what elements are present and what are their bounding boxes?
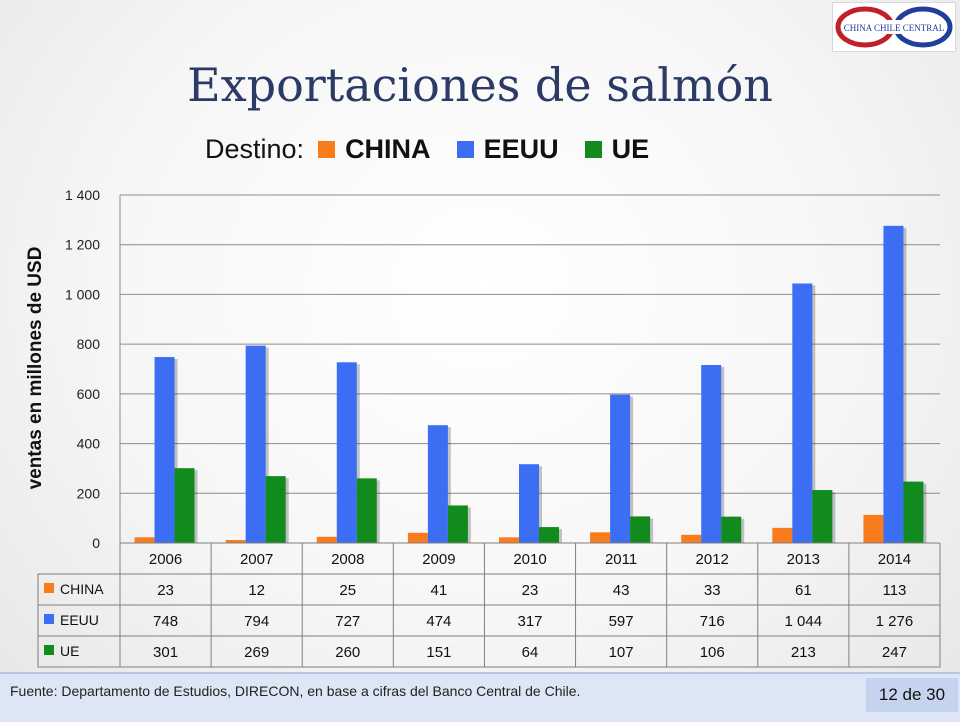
china-chile-central-logo: CHINA CHILE CENTRAL: [832, 2, 956, 52]
x-tick-label: 2012: [696, 551, 729, 568]
bar-ue-2011: [630, 516, 651, 543]
slide-title: Exportaciones de salmón: [187, 58, 773, 112]
bar-ue-2009: [447, 505, 468, 543]
x-tick-label: 2006: [149, 551, 182, 568]
legend-title: Destino:: [205, 134, 305, 164]
table-cell-value: 107: [609, 644, 634, 661]
bar-eeuu-2009: [427, 425, 448, 543]
table-cell-value: 61: [795, 582, 812, 599]
table-cell-value: 260: [335, 644, 360, 661]
bar-eeuu-2011: [610, 394, 631, 543]
table-cell-value: 25: [339, 582, 356, 599]
table-cell-value: 474: [426, 613, 451, 630]
table-cell-value: 1 276: [876, 613, 914, 630]
bar-eeuu-2013: [792, 283, 813, 543]
table-cell-value: 106: [700, 644, 725, 661]
table-cell-value: 247: [882, 644, 907, 661]
x-tick-label: 2009: [422, 551, 455, 568]
bar-ue-2008: [356, 478, 377, 543]
bar-china-2014: [863, 514, 884, 543]
table-cell-value: 23: [157, 582, 174, 599]
y-tick-label: 1 400: [65, 187, 100, 203]
bar-china-2013: [772, 527, 793, 543]
y-tick-label: 400: [77, 436, 101, 452]
bar-ue-2014: [903, 481, 924, 543]
x-tick-label: 2007: [240, 551, 273, 568]
table-cell-value: 317: [517, 613, 542, 630]
table-row-swatch: [44, 583, 54, 593]
table-cell-value: 43: [613, 582, 630, 599]
table-row-swatch: [44, 645, 54, 655]
bar-ue-2012: [721, 516, 742, 543]
bar-eeuu-2006: [154, 357, 175, 543]
legend-item-ue: UE: [584, 134, 650, 165]
table-cell-value: 113: [882, 582, 906, 599]
legend-label-eeuu: EEUU: [483, 134, 559, 164]
x-tick-label: 2010: [513, 551, 546, 568]
bar-eeuu-2010: [519, 464, 539, 543]
bar-ue-2006: [174, 468, 195, 543]
legend-swatch-ue: [584, 141, 602, 158]
table-cell-value: 716: [700, 613, 725, 630]
y-tick-label: 1 200: [65, 237, 100, 253]
bar-china-2010: [499, 537, 519, 543]
bar-china-2008: [316, 536, 337, 543]
bar-ue-2010: [539, 527, 559, 543]
table-cell-value: 41: [431, 582, 448, 599]
bar-chart: 0 200 400 600 800 1 000 1 200 1 400 2006 2007 2008…: [37, 187, 941, 668]
source-note: Fuente: Departamento de Estudios, DIRECO…: [10, 683, 581, 699]
footer-bar: [0, 672, 960, 722]
bar-ue-2007: [265, 476, 286, 543]
x-tick-label: 2014: [878, 551, 911, 568]
legend-item-eeuu: EEUU: [456, 134, 559, 165]
x-tick-label: 2013: [787, 551, 820, 568]
table-cell-value: 64: [522, 644, 539, 661]
bar-china-2009: [407, 532, 428, 543]
table-row-label: UE: [60, 643, 79, 659]
table-cell-value: 1 044: [785, 613, 823, 630]
y-tick-label: 0: [92, 535, 100, 551]
table-cell-value: 151: [426, 644, 451, 661]
table-row-swatch: [44, 614, 54, 624]
legend-swatch-china: [318, 141, 336, 158]
bar-ue-2013: [812, 490, 833, 543]
x-tick-label: 2008: [331, 551, 364, 568]
bar-eeuu-2008: [336, 362, 357, 543]
table-cell-value: 33: [704, 582, 721, 599]
x-tick-label: 2011: [605, 551, 637, 568]
legend-swatch-eeuu: [456, 141, 474, 158]
bar-china-2012: [681, 534, 702, 543]
svg-text:CHINA CHILE CENTRAL: CHINA CHILE CENTRAL: [844, 23, 945, 33]
table-cell-value: 748: [153, 613, 178, 630]
table-cell-value: 794: [244, 613, 269, 630]
y-tick-label: 800: [77, 336, 101, 352]
bar-eeuu-2014: [883, 225, 904, 543]
bar-china-2011: [590, 532, 611, 543]
page-number: 12 de 30: [866, 678, 958, 712]
legend-label-ue: UE: [611, 134, 650, 164]
bar-eeuu-2012: [701, 365, 722, 543]
table-cell-value: 23: [522, 582, 539, 599]
y-tick-label: 200: [77, 485, 101, 501]
legend-item-china: CHINA: [318, 134, 431, 165]
bar-china-2006: [134, 537, 155, 543]
table-cell-value: 727: [335, 613, 360, 630]
legend-label-china: CHINA: [345, 134, 431, 164]
chart-legend: Destino: CHINA EEUU UE: [205, 134, 675, 165]
table-cell-value: 269: [244, 644, 269, 661]
table-cell-value: 12: [248, 582, 265, 599]
y-tick-label: 600: [77, 386, 101, 402]
table-row-label: CHINA: [60, 581, 104, 597]
y-tick-label: 1 000: [65, 286, 100, 302]
bar-china-2007: [225, 540, 246, 543]
table-row-label: EEUU: [60, 612, 99, 628]
bar-eeuu-2007: [245, 345, 266, 543]
table-cell-value: 213: [791, 644, 816, 661]
table-cell-value: 597: [609, 613, 634, 630]
table-cell-value: 301: [153, 644, 178, 661]
